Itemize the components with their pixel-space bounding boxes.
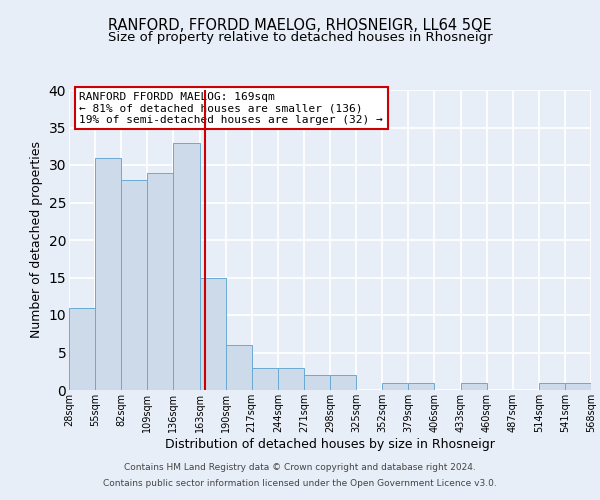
Bar xyxy=(121,180,148,390)
Text: RANFORD, FFORDD MAELOG, RHOSNEIGR, LL64 5QE: RANFORD, FFORDD MAELOG, RHOSNEIGR, LL64 … xyxy=(108,18,492,32)
Bar xyxy=(173,142,199,390)
Bar xyxy=(252,368,278,390)
Bar xyxy=(148,172,173,390)
Text: Size of property relative to detached houses in Rhosneigr: Size of property relative to detached ho… xyxy=(107,31,493,44)
Bar xyxy=(539,382,565,390)
Y-axis label: Number of detached properties: Number of detached properties xyxy=(30,142,43,338)
Text: Contains HM Land Registry data © Crown copyright and database right 2024.: Contains HM Land Registry data © Crown c… xyxy=(124,464,476,472)
Bar xyxy=(69,308,95,390)
Bar xyxy=(461,382,487,390)
Bar xyxy=(199,278,226,390)
Bar xyxy=(330,375,356,390)
Bar xyxy=(95,158,121,390)
Bar xyxy=(304,375,330,390)
Bar xyxy=(565,382,591,390)
Bar xyxy=(226,345,252,390)
Bar xyxy=(382,382,409,390)
Text: RANFORD FFORDD MAELOG: 169sqm
← 81% of detached houses are smaller (136)
19% of : RANFORD FFORDD MAELOG: 169sqm ← 81% of d… xyxy=(79,92,383,124)
Bar xyxy=(409,382,434,390)
Text: Contains public sector information licensed under the Open Government Licence v3: Contains public sector information licen… xyxy=(103,478,497,488)
X-axis label: Distribution of detached houses by size in Rhosneigr: Distribution of detached houses by size … xyxy=(165,438,495,450)
Bar xyxy=(278,368,304,390)
